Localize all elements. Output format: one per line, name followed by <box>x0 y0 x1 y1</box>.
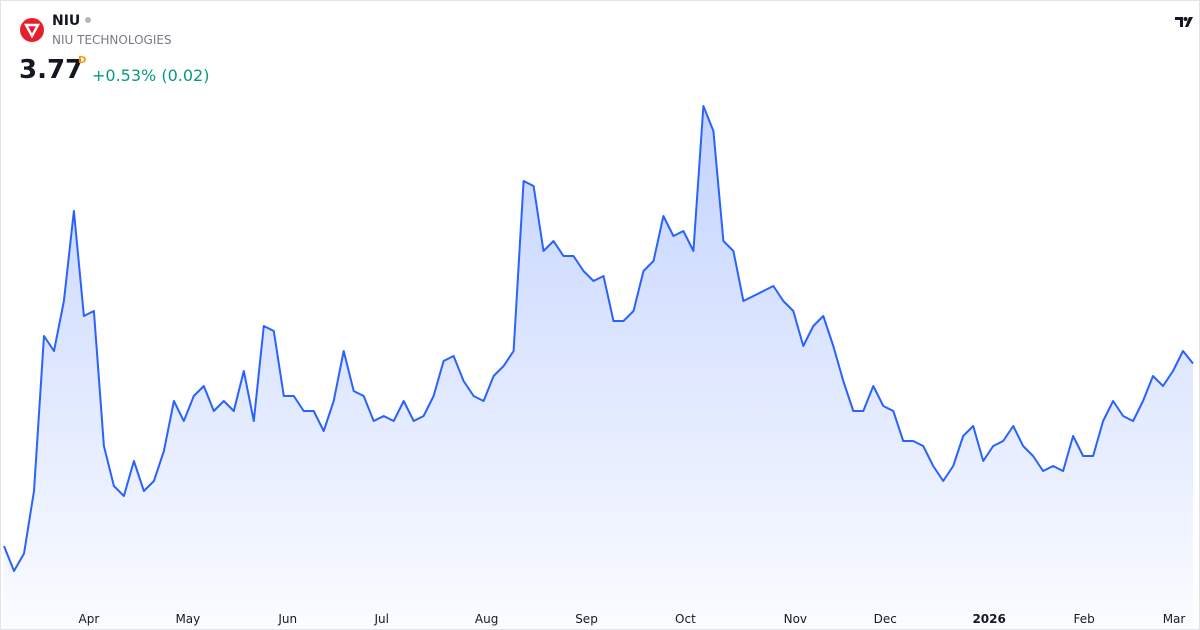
status-dot <box>85 17 92 23</box>
area-fill <box>4 106 1193 629</box>
tv-logo[interactable] <box>1171 9 1199 33</box>
symbol-text: NIU <box>52 13 81 29</box>
period: D <box>78 55 87 66</box>
price-line <box>3 105 1194 572</box>
change: +0.53% (0.02) <box>92 66 210 85</box>
price: 3.77 <box>19 55 84 85</box>
symbol: NIU <box>52 13 92 29</box>
logo <box>20 18 44 42</box>
company-name: NIU TECHNOLOGIES <box>52 33 172 47</box>
